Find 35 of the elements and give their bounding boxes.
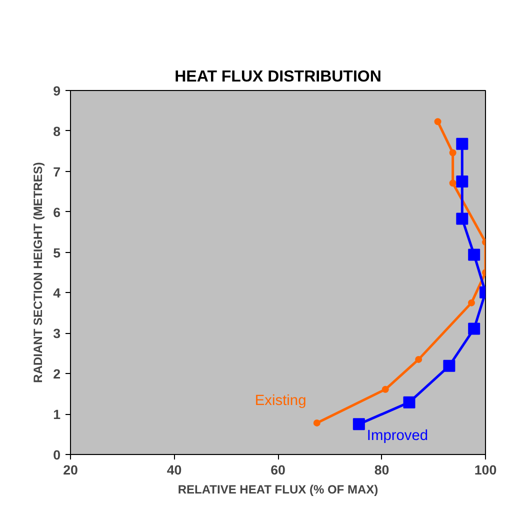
x-tick-label: 60 [270,462,286,478]
y-tick-label: 1 [53,407,62,422]
x-tick-label: 20 [63,462,78,478]
series-label: Existing [254,392,306,409]
point [449,180,456,187]
point [468,248,480,261]
point [434,118,442,126]
point [468,299,475,306]
series-label: Improved [366,428,428,444]
point [403,396,416,408]
point [313,419,320,426]
point [456,212,468,225]
x-tick-label: 40 [166,462,182,478]
x-axis-title: RELATIVE HEAT FLUX (% OF MAX) [178,482,378,496]
point [456,138,468,150]
y-tick-label: 0 [53,448,61,462]
y-axis-title: RADIANT SECTION HEIGHT (METRES) [31,162,46,383]
point [382,386,389,393]
y-tick-label: 4 [53,286,62,301]
y-tick-label: 6 [53,204,61,220]
y-tick-label: 3 [53,326,61,342]
x-tick-label: 80 [374,462,390,478]
point [415,356,422,363]
point [443,360,456,372]
y-tick-label: 8 [53,124,61,139]
point [456,176,468,188]
x-tick-label: 100 [474,462,497,478]
point [352,418,365,430]
y-tick-label: 7 [53,164,61,180]
point [449,149,456,156]
y-tick-label: 5 [53,245,62,260]
chart-title: HEAT FLUX DISTRIBUTION [174,68,382,86]
y-tick-label: 9 [53,84,61,98]
point [468,322,480,335]
y-tick-label: 2 [53,366,61,382]
